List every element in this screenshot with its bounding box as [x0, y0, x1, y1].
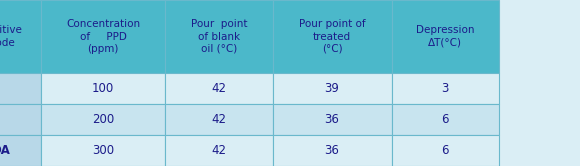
Text: DA: DA — [0, 144, 11, 157]
Text: Pour  point
of blank
oil (°C): Pour point of blank oil (°C) — [191, 19, 247, 54]
Text: 39: 39 — [325, 82, 339, 95]
Bar — [0, 104, 41, 135]
Text: 42: 42 — [212, 144, 226, 157]
Text: 6: 6 — [441, 144, 449, 157]
Bar — [165, 135, 273, 166]
Bar — [41, 104, 165, 135]
Bar — [273, 73, 392, 104]
Text: Additive
Code: Additive Code — [0, 25, 23, 48]
Text: 36: 36 — [325, 144, 339, 157]
Bar — [273, 0, 392, 73]
Bar — [392, 104, 499, 135]
Text: 100: 100 — [92, 82, 114, 95]
Bar — [273, 104, 392, 135]
Bar — [165, 0, 273, 73]
Text: 200: 200 — [92, 113, 114, 126]
Bar — [392, 135, 499, 166]
Text: 300: 300 — [92, 144, 114, 157]
Bar — [392, 73, 499, 104]
Text: 6: 6 — [441, 113, 449, 126]
Text: Pour point of
treated
(°C): Pour point of treated (°C) — [299, 19, 365, 54]
Text: 42: 42 — [212, 82, 226, 95]
Bar — [41, 0, 165, 73]
Text: Concentration
of     PPD
(ppm): Concentration of PPD (ppm) — [66, 19, 140, 54]
Bar — [0, 73, 41, 104]
Bar — [273, 135, 392, 166]
Bar — [41, 73, 165, 104]
Text: Depression
ΔT(°C): Depression ΔT(°C) — [416, 25, 474, 48]
Bar — [392, 0, 499, 73]
Bar — [0, 0, 41, 73]
Text: 36: 36 — [325, 113, 339, 126]
Bar — [165, 104, 273, 135]
Bar — [41, 135, 165, 166]
Bar — [0, 135, 41, 166]
Text: 42: 42 — [212, 113, 226, 126]
Bar — [165, 73, 273, 104]
Text: 3: 3 — [441, 82, 449, 95]
